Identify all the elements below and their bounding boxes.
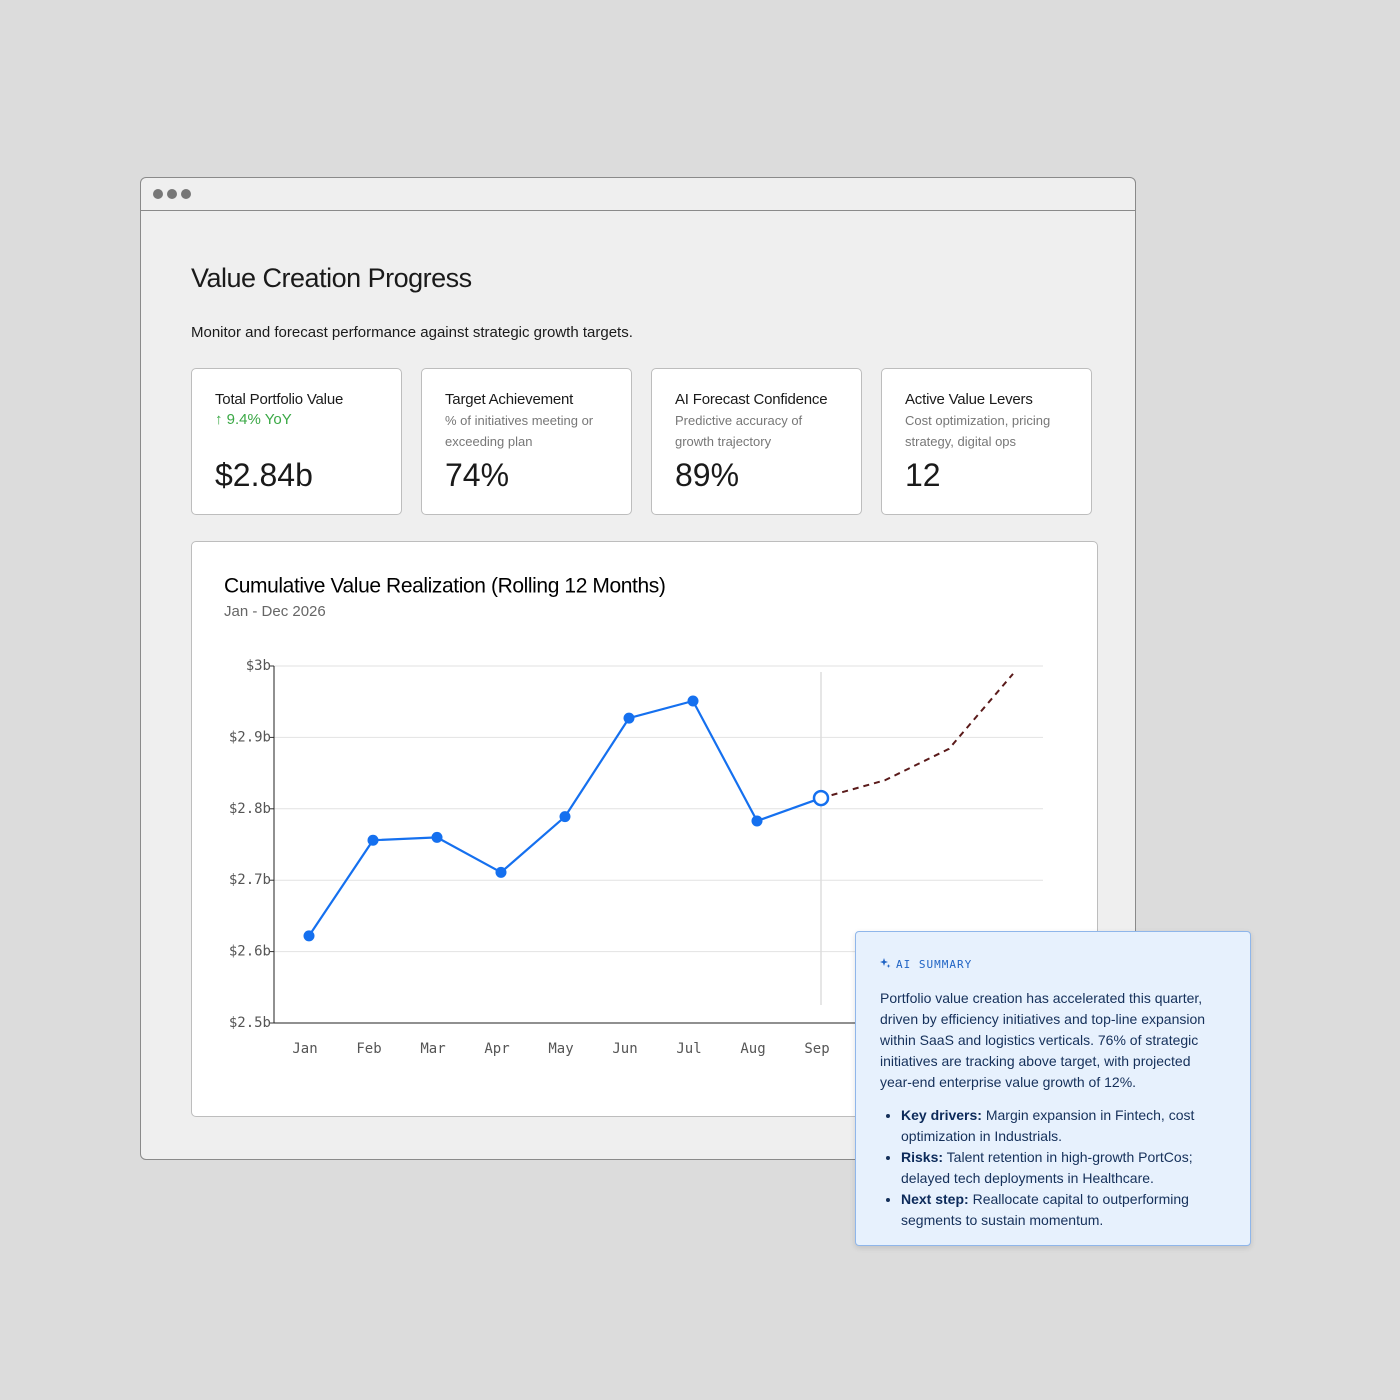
- data-point: [623, 712, 635, 724]
- kpi-card: Target Achievement % of initiatives meeti…: [421, 368, 632, 515]
- card-title: Total Portfolio Value: [215, 391, 344, 408]
- card-value: 89%: [675, 457, 740, 493]
- data-point: [495, 866, 507, 878]
- card-description: Predictive accuracy of growth trajectory: [675, 413, 803, 449]
- data-point: [303, 930, 315, 942]
- summary-bullet: Next step: Reallocate capital to outperf…: [901, 1189, 1226, 1231]
- x-tick-label: Jun: [612, 1041, 637, 1057]
- bullet-text: Reallocate capital to outperforming segm…: [901, 1191, 1189, 1228]
- bullet-label: Next step:: [901, 1191, 969, 1207]
- bullet-text: Talent retention in high-growth PortCos;…: [901, 1149, 1193, 1186]
- card-description: Cost optimization, pricing strategy, dig…: [905, 413, 1051, 449]
- chart-title: Cumulative Value Realization (Rolling 12…: [224, 575, 665, 598]
- y-tick-label: $2.8b: [229, 801, 271, 817]
- card-title: Target Achievement: [445, 391, 574, 408]
- sparkle-icon: [880, 958, 891, 968]
- y-tick-label: $2.9b: [229, 729, 271, 745]
- ai-summary: AI SUMMARY Portfolio value creation has …: [855, 931, 1251, 1246]
- series-line: [820, 673, 1014, 800]
- x-tick-label: Feb: [356, 1041, 381, 1057]
- data-point: [367, 834, 379, 846]
- kpi-card: Total Portfolio Value ↑ 9.4% YoY $2.84b: [191, 368, 402, 515]
- summary-bullet: Key drivers: Margin expansion in Fintech…: [901, 1105, 1226, 1147]
- summary-label: AI SUMMARY: [880, 954, 1226, 975]
- x-tick-label: Jan: [292, 1041, 317, 1057]
- y-tick-label: $2.6b: [229, 944, 271, 960]
- kpi-card: Active Value Levers Cost optimization, pr…: [881, 368, 1092, 515]
- page-subtitle: Monitor and forecast performance against…: [191, 324, 633, 341]
- bullet-label: Key drivers:: [901, 1107, 982, 1123]
- data-point: [431, 831, 443, 843]
- data-point: [812, 789, 830, 807]
- summary-label-text: AI SUMMARY: [896, 958, 973, 971]
- window-dot: [153, 189, 163, 199]
- x-tick-label: Aug: [740, 1041, 765, 1057]
- window-dot: [181, 189, 191, 199]
- bullet-text: Margin expansion in Fintech, cost optimi…: [901, 1107, 1195, 1144]
- data-point: [559, 811, 571, 823]
- card-value: 12: [905, 457, 941, 493]
- x-tick-label: Apr: [484, 1041, 509, 1057]
- x-tick-label: Sep: [804, 1041, 829, 1057]
- card-delta: ↑ 9.4% YoY: [215, 411, 292, 428]
- y-tick-label: $2.7b: [229, 872, 271, 888]
- card-description: % of initiatives meeting or exceeding pl…: [445, 413, 594, 449]
- y-tick-label: $2.5b: [229, 1015, 271, 1031]
- bullet-label: Risks:: [901, 1149, 944, 1165]
- x-tick-label: May: [548, 1041, 573, 1057]
- card-title: AI Forecast Confidence: [675, 391, 828, 408]
- data-point: [687, 695, 699, 707]
- y-tick-label: $3b: [246, 658, 271, 674]
- window-bar: [141, 178, 1135, 211]
- card-value: 74%: [445, 457, 510, 493]
- x-tick-label: Jul: [676, 1041, 701, 1057]
- card-value: $2.84b: [215, 457, 313, 493]
- chart-subtitle: Jan - Dec 2026: [224, 603, 326, 620]
- summary-bullets: Key drivers: Margin expansion in Fintech…: [880, 1105, 1226, 1231]
- x-tick-label: Mar: [420, 1041, 445, 1057]
- summary-text: Portfolio value creation has accelerated…: [880, 990, 1206, 1090]
- browser-window: Value Creation Progress Monitor and fore…: [140, 177, 1136, 1160]
- data-point: [751, 815, 763, 827]
- kpi-card: AI Forecast Confidence Predictive accurac…: [651, 368, 862, 515]
- page-title: Value Creation Progress: [191, 263, 472, 293]
- summary-bullet: Risks: Talent retention in high-growth P…: [901, 1147, 1226, 1189]
- card-title: Active Value Levers: [905, 391, 1033, 408]
- window-dot: [167, 189, 177, 199]
